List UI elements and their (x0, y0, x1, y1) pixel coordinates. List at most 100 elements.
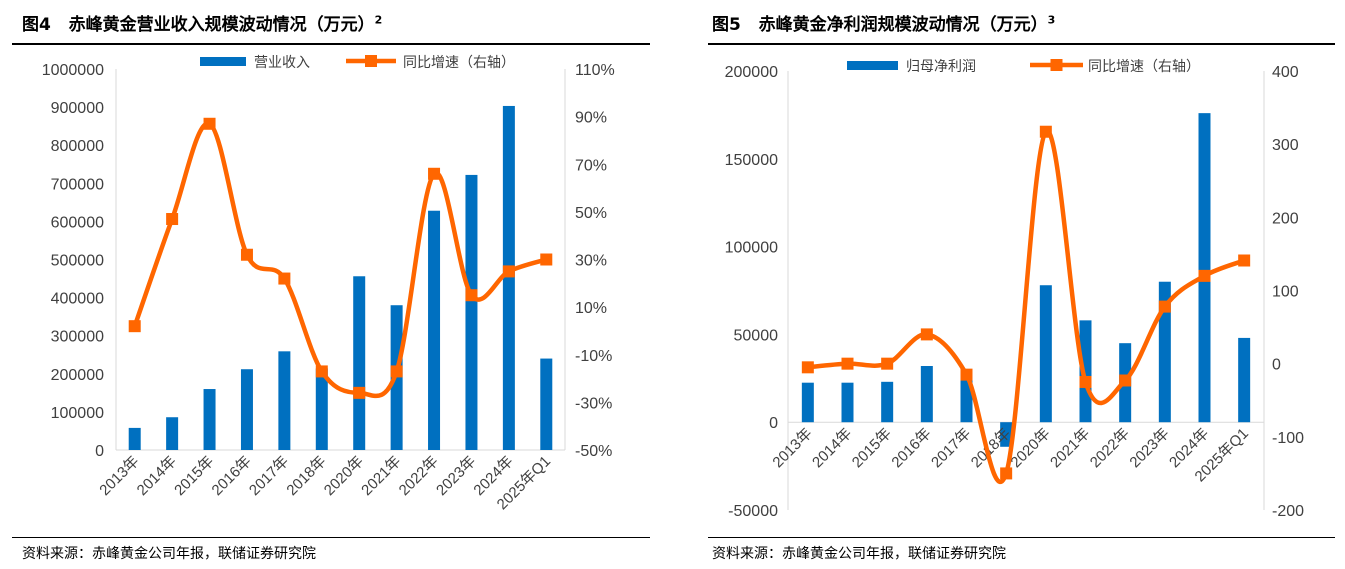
growth-marker (1079, 375, 1092, 388)
bar (1158, 281, 1171, 423)
right-tick-label: -10% (575, 348, 612, 365)
left-tick-label: 700000 (51, 176, 104, 193)
right-tick-label: 0 (1272, 357, 1281, 374)
source-note: 资料来源：赤峰黄金公司年报，联储证券研究院 (22, 546, 316, 562)
growth-marker (278, 272, 291, 285)
profit-chart-svg: -50000 0 50000 100000 150000 200000 -200 -100 0 1… (725, 58, 1305, 520)
footnote-mark: 2 (374, 13, 383, 27)
revenue-chart-svg: 0 100000 200000 300000 400000 500000 600000 700… (42, 54, 615, 513)
left-tick-label: 600000 (51, 214, 104, 231)
bar (1238, 337, 1251, 423)
source-rule (708, 537, 1335, 538)
growth-marker (1119, 374, 1132, 387)
category-label: 2015年 (849, 425, 895, 471)
left-tick-label: 0 (95, 443, 104, 460)
legend-bar-label: 营业收入 (254, 54, 310, 70)
left-tick-label: 200000 (725, 64, 778, 81)
left-tick-label: 800000 (51, 138, 104, 155)
growth-marker (128, 320, 141, 333)
legend-line-marker (1050, 59, 1063, 71)
bar (881, 381, 894, 423)
growth-marker (166, 213, 179, 226)
figure-label: 图4 (22, 15, 51, 35)
bar (128, 427, 141, 450)
left-tick-label: -50000 (728, 503, 778, 520)
growth-marker (465, 289, 478, 302)
right-tick-label: -100 (1272, 430, 1304, 447)
growth-marker (428, 167, 441, 180)
category-label: 2014年 (134, 453, 180, 499)
left-tick-label: 200000 (51, 367, 104, 384)
growth-marker (960, 368, 973, 381)
category-label: 2023年 (433, 453, 479, 499)
category-label: 2022年 (1087, 425, 1133, 471)
right-tick-label: 90% (575, 110, 607, 127)
bar (315, 368, 328, 450)
legend-bar-swatch (200, 57, 246, 66)
right-tick-label: 400 (1272, 64, 1299, 81)
profit-chart-panel: 图5 赤峰黄金净利润规模波动情况（万元）3 -50000 0 50000 100000… (690, 0, 1345, 569)
growth-marker (920, 328, 933, 341)
left-tick-label: 500000 (51, 253, 104, 270)
right-tick-label: -30% (575, 395, 612, 412)
source-note: 资料来源：赤峰黄金公司年报，联储证券研究院 (712, 546, 1006, 562)
growth-marker (881, 357, 894, 370)
figure-title-text: 赤峰黄金净利润规模波动情况（万元） (758, 15, 1048, 35)
category-label: 2014年 (809, 425, 855, 471)
right-tick-label: 300 (1272, 137, 1299, 154)
bar (166, 417, 179, 450)
growth-line (807, 129, 1245, 485)
legend-line-label: 同比增速（右轴） (403, 54, 515, 70)
growth-marker (801, 361, 814, 374)
growth-line (132, 121, 547, 399)
growth-marker (240, 248, 253, 261)
category-label: 2021年 (358, 453, 404, 499)
bar (540, 358, 553, 450)
left-tick-label: 150000 (725, 152, 778, 169)
category-label: 2017年 (246, 453, 292, 499)
category-label: 2018年 (283, 453, 329, 499)
bar (1079, 320, 1092, 423)
category-label: 2020年 (321, 453, 367, 499)
growth-marker (353, 386, 366, 399)
right-tick-label: 30% (575, 253, 607, 270)
right-tick-label: 50% (575, 205, 607, 222)
category-label: 2022年 (396, 453, 442, 499)
growth-marker (390, 365, 403, 378)
category-label: 2016年 (209, 453, 255, 499)
left-tick-label: 100000 (51, 405, 104, 422)
left-tick-label: 300000 (51, 329, 104, 346)
bar (1198, 113, 1211, 423)
title-rule (708, 43, 1335, 45)
title-rule (12, 43, 650, 45)
right-tick-label: 110% (575, 62, 615, 79)
legend-line-label: 同比增速（右轴） (1088, 58, 1200, 74)
left-tick-label: 50000 (734, 327, 779, 344)
bar (1039, 285, 1052, 423)
legend-line-marker (365, 55, 377, 67)
bar (465, 174, 478, 450)
bar (841, 382, 854, 423)
bar (801, 382, 814, 423)
bar (278, 351, 291, 450)
growth-marker (540, 253, 553, 266)
category-label: 2017年 (928, 425, 974, 471)
right-tick-label: 70% (575, 157, 607, 174)
chart-title: 图5 赤峰黄金净利润规模波动情况（万元）3 (712, 10, 1055, 35)
bar (920, 366, 933, 423)
figure-label: 图5 (712, 15, 741, 35)
bar (502, 105, 515, 450)
revenue-chart-panel: 图4 赤峰黄金营业收入规模波动情况（万元）2 0 100000 200000 3000… (0, 0, 660, 569)
bar (1000, 422, 1013, 447)
growth-marker (502, 265, 515, 278)
left-tick-label: 1000000 (42, 62, 104, 79)
growth-marker (1039, 125, 1052, 138)
left-tick-label: 400000 (51, 291, 104, 308)
left-tick-label: 0 (769, 415, 778, 432)
right-tick-label: 10% (575, 300, 607, 317)
bar (353, 276, 366, 450)
growth-marker (1238, 254, 1251, 267)
legend-bar-label: 归母净利润 (906, 58, 976, 74)
growth-marker (1000, 467, 1013, 480)
growth-marker (1158, 300, 1171, 313)
